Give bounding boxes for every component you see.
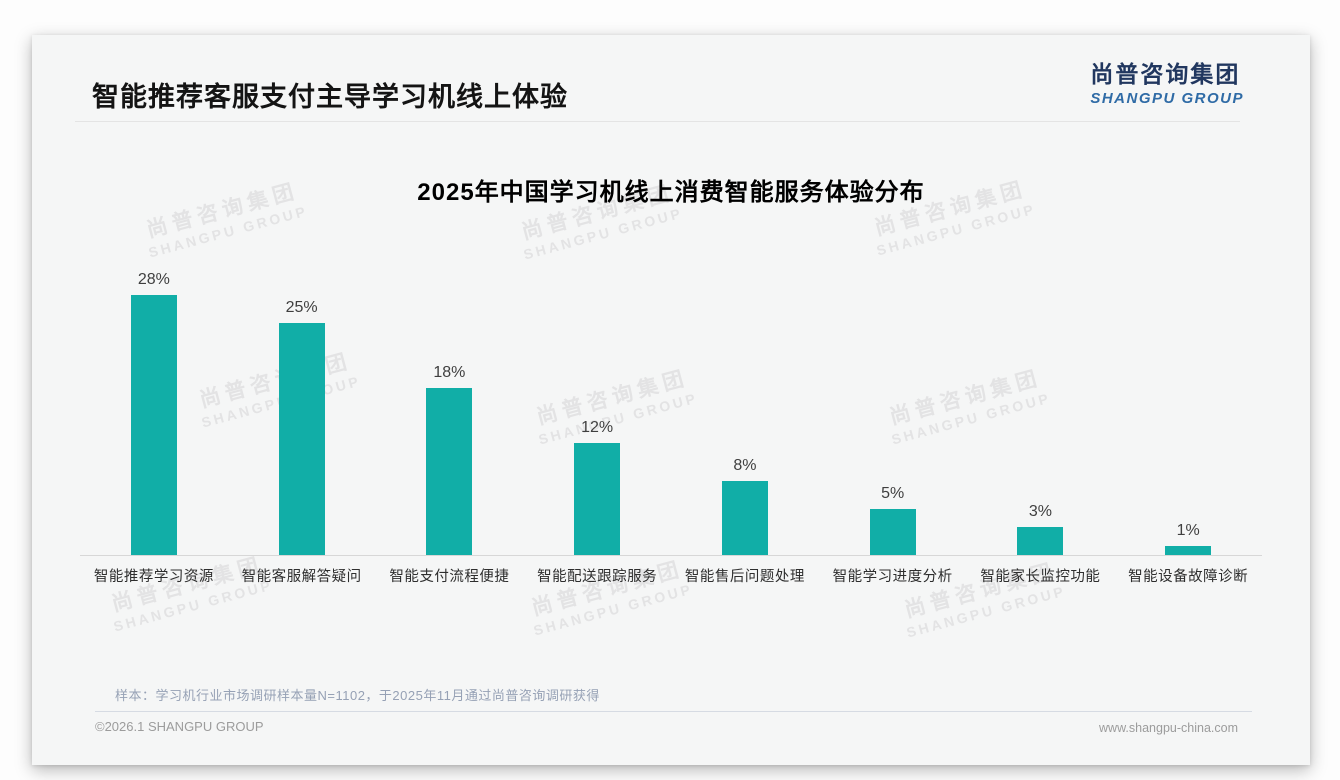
bar-value-label: 25% xyxy=(285,298,318,316)
bar xyxy=(574,443,621,555)
watermark: 尚普咨询集团 SHANGPU GROUP xyxy=(109,553,275,635)
bar-value-label: 28% xyxy=(137,270,170,288)
category-label: 智能配送跟踪服务 xyxy=(537,569,658,585)
bar xyxy=(1017,527,1064,555)
bars-area: 28% 25% 18% 12% 8% 5% 3% 1% xyxy=(80,215,1262,555)
category-label: 智能推荐学习资源 xyxy=(93,569,214,585)
category-label: 智能设备故障诊断 xyxy=(1128,569,1249,585)
bar xyxy=(278,322,325,555)
bar-slot: 12% xyxy=(523,215,671,555)
bar-value-label: 1% xyxy=(1176,521,1200,539)
bar xyxy=(721,480,768,555)
bar-slot: 28% xyxy=(80,215,228,555)
sample-note: 样本：学习机行业市场调研样本量N=1102，于2025年11月通过尚普咨询调研获… xyxy=(115,688,600,703)
website-url: www.shangpu-china.com xyxy=(1099,721,1238,735)
bar-slot: 1% xyxy=(1114,215,1262,555)
category-label: 智能客服解答疑问 xyxy=(241,569,362,585)
bar xyxy=(869,508,916,555)
category-label: 智能支付流程便捷 xyxy=(389,569,510,585)
bar-value-label: 3% xyxy=(1028,503,1052,521)
bar xyxy=(1165,545,1212,555)
copyright-text: ©2026.1 SHANGPU GROUP xyxy=(95,719,264,734)
bar-slot: 18% xyxy=(376,215,524,555)
bar-value-label: 18% xyxy=(433,363,466,381)
report-slide: 智能推荐客服支付主导学习机线上体验 尚普咨询集团 SHANGPU GROUP 尚… xyxy=(32,35,1310,765)
bar-value-label: 8% xyxy=(733,456,757,474)
bar-value-label: 5% xyxy=(881,484,905,502)
title-divider xyxy=(75,121,1240,122)
footer-divider xyxy=(95,711,1252,712)
bar-slot: 3% xyxy=(967,215,1115,555)
x-axis-line xyxy=(80,555,1262,556)
logo-english-text: SHANGPU GROUP xyxy=(1090,90,1244,107)
bar-slot: 25% xyxy=(228,215,376,555)
category-labels: 智能推荐学习资源 智能客服解答疑问 智能支付流程便捷 智能配送跟踪服务 智能售后问题处理… xyxy=(80,565,1262,586)
logo-chinese-text: 尚普咨询集团 xyxy=(1090,61,1241,87)
bar-slot: 8% xyxy=(671,215,819,555)
company-logo: 尚普咨询集团 SHANGPU GROUP xyxy=(1090,55,1244,107)
category-label: 智能学习进度分析 xyxy=(832,569,953,585)
bar xyxy=(130,294,177,555)
bar xyxy=(426,387,473,555)
bar-slot: 5% xyxy=(819,215,967,555)
page-title: 智能推荐客服支付主导学习机线上体验 xyxy=(92,82,568,112)
chart-title: 2025年中国学习机线上消费智能服务体验分布 xyxy=(417,179,925,206)
category-label: 智能家长监控功能 xyxy=(980,569,1101,585)
bar-value-label: 12% xyxy=(581,419,614,437)
category-label: 智能售后问题处理 xyxy=(684,569,805,585)
